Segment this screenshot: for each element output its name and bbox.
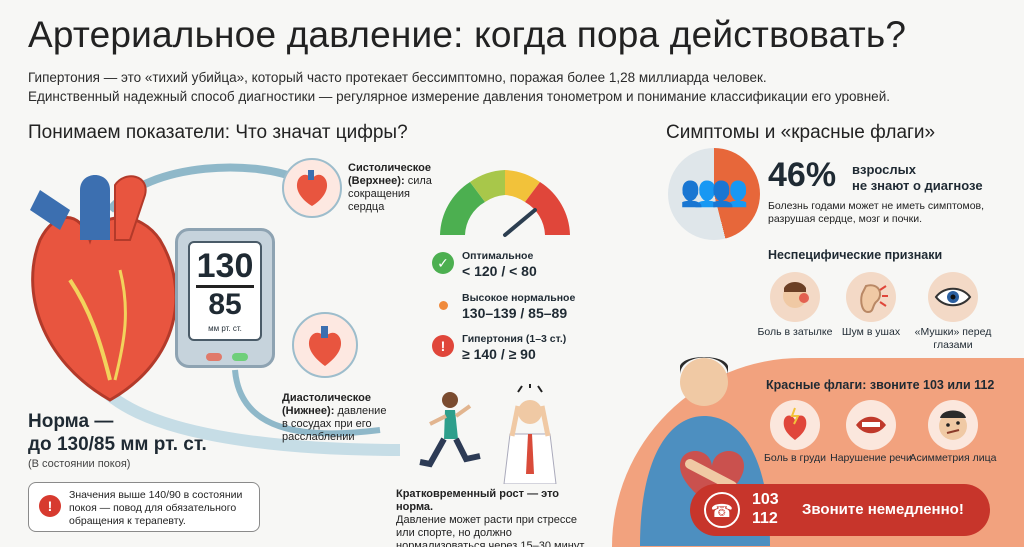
gauge-item-high-normal: Высокое нормальное 130–139 / 85–89 [432,292,612,322]
call-emergency-button[interactable]: ☎ 103 112 Звоните немедленно! [690,484,990,536]
people-stat-circle: 👥👥 [668,148,760,240]
monitor-screen: 130 85 мм рт. ст. [188,241,262,341]
monitor-button-green [232,353,248,361]
diastolic-title: Диастолическое (Нижнее): [282,392,371,417]
mouth-icon [846,400,896,450]
phone-icon: ☎ [704,492,740,528]
systolic-reading: 130 [196,247,254,285]
red-flag-label: Нарушение речи [830,452,912,464]
intro-text: Гипертония — это «тихий убийца», который… [28,68,988,106]
systolic-heart-icon [282,158,342,218]
red-flags-heading: Красные флаги: звоните 103 или 112 [766,378,995,392]
exclamation-icon: ! [432,335,454,357]
diastolic-reading: 85 [196,285,254,322]
left-heading: Понимаем показатели: Что значат цифры? [28,122,408,143]
systolic-title: Систолическое (Верхнее): [348,162,431,187]
stat-desc: Болезнь годами может не иметь симптомов,… [768,200,985,225]
heart-illustration [30,163,401,456]
gauge-item-value: 130–139 / 85–89 [462,305,568,321]
symptom-label: Боль в затылке [757,326,833,338]
blood-pressure-monitor: 130 85 мм рт. ст. [175,228,275,368]
stat-label: взрослых не знают о диагнозе [852,162,983,194]
intro-line-1: Гипертония — это «тихий убийца», который… [28,70,767,85]
ear-icon [846,272,896,322]
short-rise-desc: Давление может расти при стрессе или спо… [396,514,587,547]
gauge-item-title: Гипертония (1–3 ст.) [462,333,567,345]
pressure-gauge [440,170,570,237]
short-rise-text: Кратковременный рост — это норма. Давлен… [396,488,596,547]
face-icon [928,400,978,450]
call-numbers: 103 112 [752,490,779,528]
red-flag-label: Боль в груди [764,452,826,464]
page-title: Артериальное давление: когда пора действ… [28,14,907,55]
systolic-desc: сила сокращения сердца [348,175,432,213]
check-icon: ✓ [432,252,454,274]
stat-label-line-2: не знают о диагнозе [852,178,983,193]
stat-value: 46% [768,156,837,194]
systolic-label: Систолическое (Верхнее): сила сокращения… [348,162,438,214]
people-icon: 👥👥 [680,175,749,208]
call-label: Звоните немедленно! [802,501,964,518]
dot-icon [432,294,454,316]
eye-icon [928,272,978,322]
gauge-item-title: Оптимальное [462,250,534,262]
norm-line-1: Норма — [28,411,114,432]
gauge-item-title: Высокое нормальное [462,292,576,304]
diastolic-label: Диастолическое (Нижнее): давление в сосу… [282,392,394,444]
gauge-item-hypertension: ! Гипертония (1–3 ст.) ≥ 140 / ≥ 90 [432,333,612,363]
norm-sub: (В состоянии покоя) [28,458,131,470]
short-rise-title: Кратковременный рост — это норма. [396,488,560,513]
head-pain-icon [770,272,820,322]
nonspecific-heading: Неспецифические признаки [768,248,943,262]
gauge-item-value: ≥ 140 / ≥ 90 [462,346,536,362]
symptom-label: «Мушки» перед глазами [914,326,992,351]
heart-icon [30,175,178,402]
exclamation-icon: ! [39,495,61,517]
stressed-man-icon [503,384,557,484]
intro-line-2: Единственный надежный способ диагностики… [28,89,890,104]
symptom-label: Шум в ушах [841,326,901,338]
call-number-2: 112 [752,510,778,527]
unit-label: мм рт. ст. [208,324,242,333]
heart-pain-icon [770,400,820,450]
runner-icon [419,392,481,468]
gauge-item-value: < 120 / < 80 [462,263,537,279]
red-flag-label: Асимметрия лица [909,452,997,464]
gauge-item-optimal: ✓ Оптимальное < 120 / < 80 [432,250,612,280]
monitor-button-red [206,353,222,361]
norm-title: Норма — до 130/85 мм рт. ст. [28,410,207,456]
warning-box: ! Значения выше 140/90 в состоянии покоя… [28,482,260,532]
diastolic-desc: давление в сосудах при его расслаблении [282,405,387,443]
call-number-1: 103 [752,491,779,508]
runner-and-stress-illustration [419,384,557,484]
diastolic-heart-icon [292,312,358,378]
warning-text: Значения выше 140/90 в состоянии покоя —… [69,489,243,527]
right-heading: Симптомы и «красные флаги» [666,122,936,143]
norm-line-2: до 130/85 мм рт. ст. [28,434,207,455]
stat-label-line-1: взрослых [852,162,916,177]
